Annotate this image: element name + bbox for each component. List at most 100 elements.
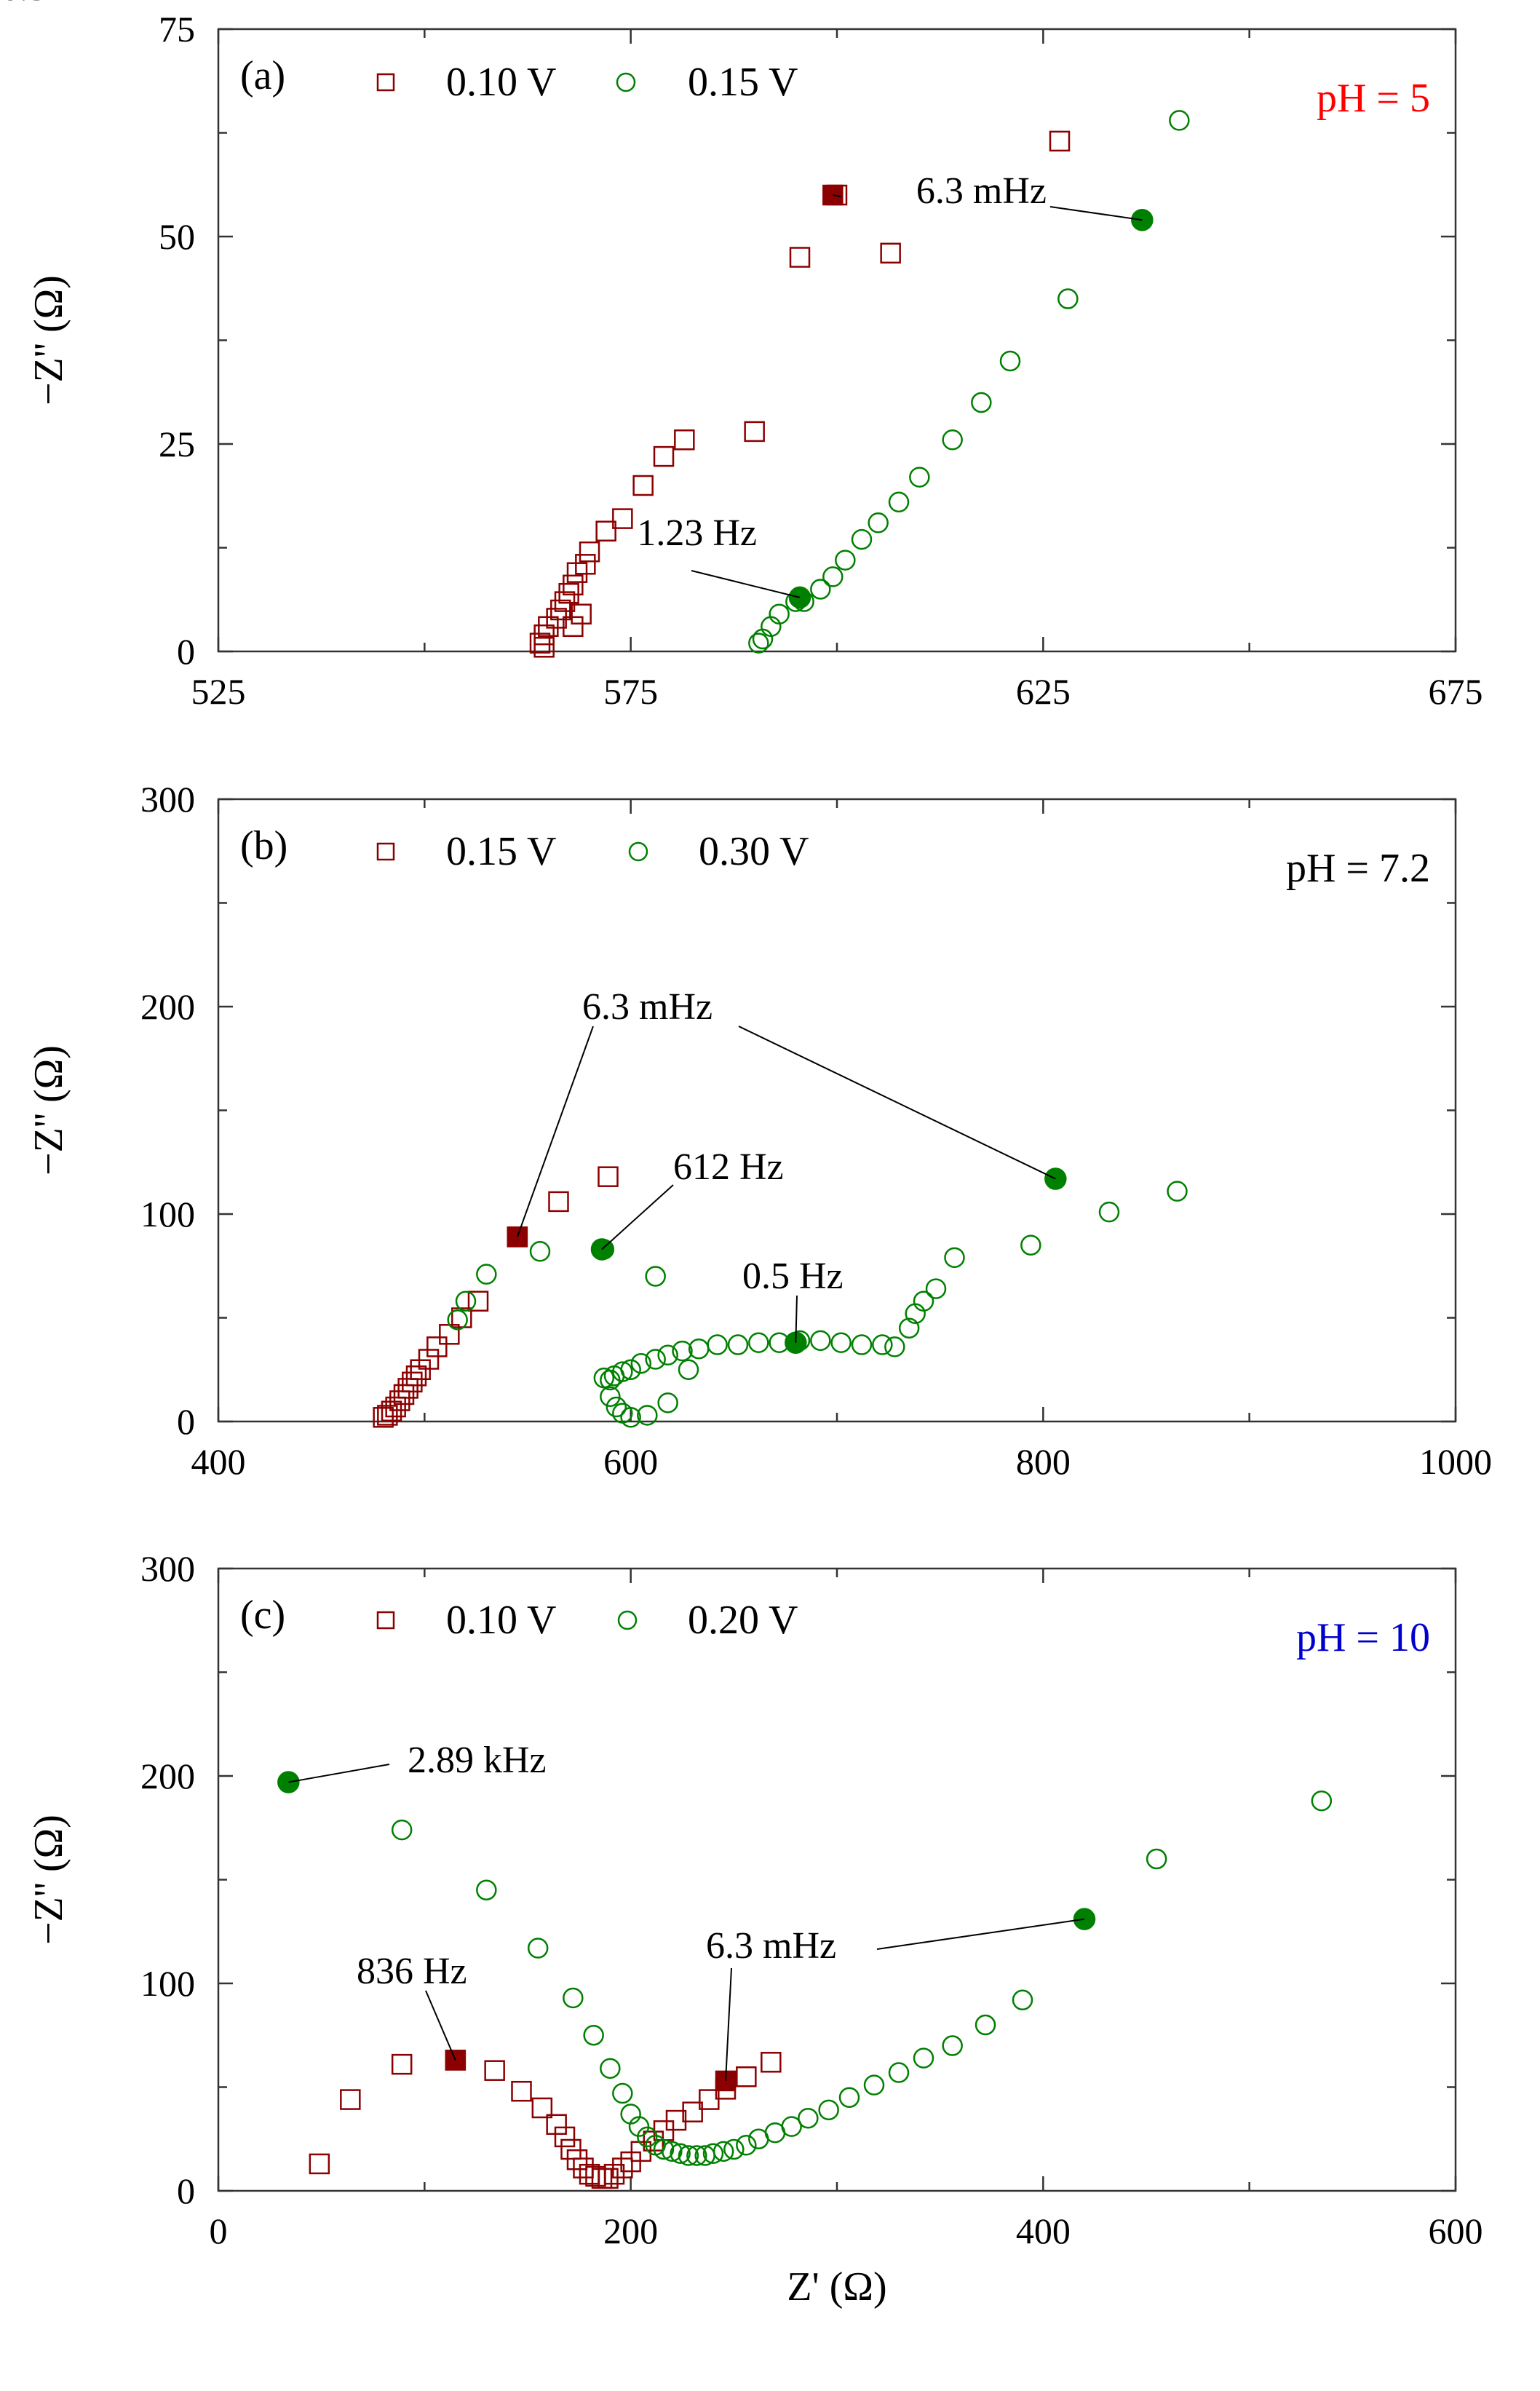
- legend-circle-marker: [628, 841, 648, 862]
- data-point: [612, 508, 633, 529]
- data-point: [612, 2082, 633, 2104]
- annotation-label: 6.3 mHz: [706, 1925, 836, 1967]
- ph-label: pH = 10: [1296, 1615, 1430, 1660]
- data-point: [405, 1365, 427, 1387]
- data-point: [529, 1241, 551, 1262]
- data-point: [975, 2014, 996, 2036]
- data-point: [531, 2097, 553, 2119]
- x-tick-label: 600: [603, 1441, 658, 1482]
- data-point: [566, 2149, 588, 2170]
- x-tick-label: 400: [1016, 2210, 1071, 2251]
- annotation-leader-line: [795, 1295, 798, 1343]
- data-point: [546, 2114, 567, 2136]
- data-point: [822, 566, 844, 587]
- data-point: [484, 2060, 505, 2081]
- data-point: [810, 1330, 831, 1352]
- data-point: [723, 2138, 745, 2160]
- y-tick-label: 50: [159, 216, 195, 257]
- data-point: [999, 350, 1021, 372]
- legend-circle-marker: [617, 1610, 638, 1630]
- y-tick-label: 75: [159, 9, 195, 49]
- plot-frame: [217, 798, 1457, 1423]
- data-point: [686, 2145, 707, 2166]
- data-point: [674, 429, 695, 451]
- annotation-label: 2.89 kHz: [408, 1740, 547, 1781]
- data-point: [662, 2141, 683, 2162]
- data-point: [389, 1390, 410, 1411]
- ph-label: pH = 7.2: [1286, 846, 1430, 891]
- data-point: [835, 550, 856, 571]
- x-tick-label: 575: [603, 671, 658, 712]
- annotation-label: 6.3 mHz: [0, 0, 130, 9]
- data-point: [583, 2025, 604, 2046]
- data-point: [571, 603, 592, 624]
- data-point: [713, 2141, 734, 2162]
- data-point: [628, 2116, 650, 2137]
- x-tick-label: 1000: [1419, 1441, 1492, 1482]
- data-point: [682, 2101, 703, 2122]
- data-point: [707, 1334, 728, 1355]
- annotation-leader-line: [691, 570, 801, 598]
- x-tick-label: 675: [1429, 671, 1483, 712]
- data-point: [736, 2066, 757, 2087]
- data-point: [340, 2089, 361, 2110]
- data-point: [418, 1349, 440, 1370]
- data-point: [781, 2116, 802, 2137]
- x-tick-label: 400: [191, 1441, 246, 1482]
- x-tick-label: 625: [1016, 671, 1071, 712]
- data-point: [467, 1290, 489, 1312]
- data-point: [851, 528, 873, 550]
- annotation-label: 6.3 mHz: [582, 986, 713, 1028]
- annotation-leader-line: [725, 1967, 732, 2082]
- data-point: [630, 1352, 652, 1374]
- data-point: [548, 1191, 569, 1213]
- data-point: [670, 2143, 691, 2164]
- data-point: [898, 1317, 920, 1339]
- data-point: [309, 2153, 330, 2175]
- data-point: [744, 421, 765, 443]
- legend-square-marker: [376, 73, 395, 92]
- x-tick-label: 800: [1016, 1441, 1071, 1482]
- data-point: [1020, 1234, 1041, 1256]
- data-point: [1146, 1848, 1167, 1870]
- data-point: [637, 1405, 658, 1426]
- data-point: [554, 2126, 576, 2148]
- y-tick-label: 300: [140, 1548, 195, 1589]
- data-point: [620, 1359, 641, 1380]
- data-point: [888, 2062, 910, 2083]
- data-point: [657, 1392, 678, 1413]
- data-point: [554, 591, 576, 612]
- data-point: [393, 1384, 415, 1405]
- panel-label: (a): [240, 53, 285, 98]
- data-point: [558, 582, 579, 604]
- y-tick-label: 100: [140, 1194, 195, 1234]
- data-point: [447, 1309, 468, 1331]
- y-tick-label: 200: [140, 986, 195, 1027]
- data-point: [527, 1938, 549, 1959]
- data-point: [391, 1819, 413, 1841]
- data-point: [884, 1336, 905, 1357]
- data-point: [620, 1407, 641, 1428]
- data-point: [476, 1879, 497, 1900]
- data-point: [645, 1349, 666, 1370]
- annotation-leader-line: [833, 194, 841, 197]
- x-tick-label: 525: [191, 671, 246, 712]
- legend-label: 0.10 V: [446, 60, 556, 105]
- x-axis-label: Z' (Ω): [787, 2264, 886, 2309]
- data-point: [736, 2135, 757, 2156]
- data-point: [612, 1361, 633, 1382]
- y-tick-label: 0: [177, 1401, 195, 1442]
- data-point: [880, 242, 901, 264]
- y-tick-label: 200: [140, 1756, 195, 1796]
- data-point: [563, 574, 584, 596]
- data-point: [385, 1396, 406, 1418]
- data-point: [455, 1290, 477, 1312]
- data-point: [595, 520, 616, 542]
- data-point: [868, 512, 889, 534]
- data-point: [1169, 110, 1190, 131]
- plot-frame: [217, 1567, 1457, 2192]
- data-point: [672, 1340, 693, 1362]
- data-point: [838, 2087, 860, 2108]
- annotation-label: 0.5 Hz: [742, 1256, 844, 1297]
